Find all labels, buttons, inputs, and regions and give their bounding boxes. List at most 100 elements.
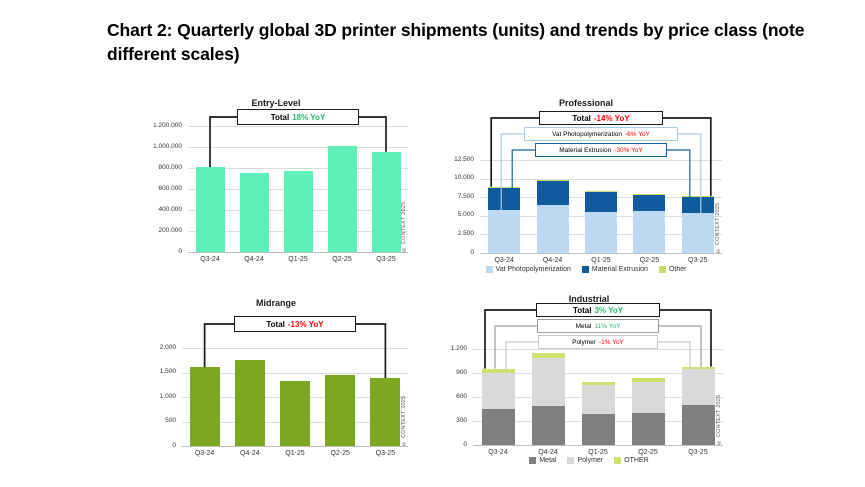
- bar-segment-polymer: [531, 357, 565, 406]
- bar-segment-polymer: [581, 385, 615, 414]
- x-tick-label: Q3-24: [200, 256, 220, 263]
- gridline: [188, 168, 408, 169]
- bar-segment-vat-photopolymerization: [536, 205, 569, 253]
- annotation-label: Metal: [575, 322, 592, 330]
- y-tick-label: 0: [178, 247, 182, 255]
- x-tick-label: Q1-25: [285, 450, 305, 457]
- chart-title-industrial: Industrial: [568, 294, 610, 304]
- copyright-note: © CONTEXT 2025: [715, 202, 721, 253]
- bar-segment-material-extrusion: [681, 197, 714, 213]
- bar-segment-other: [631, 378, 665, 382]
- x-tick-label: Q4-24: [244, 256, 264, 263]
- annotation-label: Total: [266, 319, 285, 329]
- chart-body-entry-level: 0 200.000 400.000 600.000 800.000 1.000.000 1.…: [130, 96, 422, 278]
- copyright-note: © CONTEXT 2025: [401, 395, 407, 446]
- gridline: [480, 253, 722, 254]
- bar-segment-other: [681, 366, 715, 369]
- bar-segment-metal: [681, 405, 715, 445]
- y-tick-label: 5.000: [457, 211, 474, 219]
- legend-label: Material Extrusion: [591, 266, 648, 273]
- y-tick-label: 2.500: [457, 229, 474, 237]
- gridline: [188, 252, 408, 253]
- annotation-delta: 18% YoY: [292, 112, 326, 122]
- chart-title-professional: Professional: [558, 98, 614, 108]
- annotation-total: Total 18% YoY: [237, 109, 359, 125]
- annotation-delta: -30% YoY: [614, 146, 643, 154]
- gridline: [188, 126, 408, 127]
- y-tick-label: 900: [456, 368, 467, 376]
- legend-label: Other: [668, 266, 687, 273]
- legend-item-other: Other: [658, 266, 687, 273]
- legend-item-polymer: Polymer: [567, 457, 603, 464]
- y-tick-label: 7.500: [457, 192, 474, 200]
- bar-segment-shipments: [370, 377, 401, 446]
- legend-swatch-icon: [614, 457, 622, 464]
- chart-title-midrange: Midrange: [255, 298, 296, 308]
- y-tick-label: 1.200.000: [153, 121, 182, 129]
- annotation-material-extrusion: Material Extrusion -30% YoY: [535, 143, 667, 157]
- x-tick-label: Q4-24: [240, 450, 260, 457]
- bar-segment-shipments: [239, 173, 269, 252]
- y-tick-label: 400.000: [158, 205, 183, 213]
- chart-body-professional: 0 2.500 5.000 7.500 10.000 12.500 Q3-24 Q4-24 Q1…: [440, 96, 732, 284]
- annotation-vat-photopolymerization: Vat Photopolymerization -6% YoY: [524, 127, 678, 141]
- x-tick-label: Q3-24: [488, 449, 508, 456]
- x-tick-label: Q3-25: [375, 450, 396, 457]
- x-tick-label: Q4-24: [542, 257, 563, 264]
- annotation-polymer: Polymer -1% YoY: [538, 335, 658, 349]
- annotation-label: Material Extrusion: [559, 146, 612, 154]
- bar-segment-vat-photopolymerization: [488, 210, 521, 253]
- annotation-delta: 11% YoY: [594, 322, 621, 330]
- legend-swatch-icon: [581, 266, 589, 273]
- annotation-label: Polymer: [572, 338, 596, 346]
- y-tick-label: 800.000: [158, 163, 183, 171]
- bar-segment-shipments: [280, 380, 310, 446]
- annotation-delta: -6% YoY: [625, 130, 650, 138]
- annotation-label: Vat Photopolymerization: [552, 130, 623, 138]
- bar-segment-material-extrusion: [633, 194, 666, 211]
- y-tick-label: 0: [463, 440, 467, 448]
- y-tick-label: 600: [456, 392, 467, 400]
- chart-industrial: Industrial 0 300 600 900 1.200 Q3-24 Q4-24 Q1-2…: [443, 292, 735, 487]
- bar-segment-vat-photopolymerization: [633, 210, 666, 253]
- annotation-delta: -14% YoY: [593, 113, 630, 123]
- gridline: [473, 445, 723, 446]
- legend-swatch-icon: [658, 266, 666, 273]
- x-tick-label: Q3-24: [194, 450, 215, 457]
- y-tick-label: 1.000.000: [153, 142, 182, 150]
- copyright-note: © CONTEXT 2025: [401, 201, 407, 252]
- x-tick-label: Q1-25: [588, 449, 608, 456]
- chart-body-industrial: 0 300 600 900 1.200 Q3-24 Q4-24 Q1-25 Q2-25 Q3-25…: [443, 292, 735, 487]
- gridline: [182, 372, 408, 374]
- annotation-total: Total -13% YoY: [234, 316, 356, 332]
- y-tick-label: 1.200: [450, 344, 467, 352]
- bar-segment-vat-photopolymerization: [681, 212, 714, 253]
- annotation-delta: -13% YoY: [287, 319, 324, 329]
- chart-title-entry-level: Entry-Level: [251, 98, 301, 108]
- gridline: [480, 160, 722, 161]
- gridline: [188, 147, 408, 148]
- annotation-label: Total: [270, 112, 290, 122]
- x-tick-label: Q4-24: [538, 449, 558, 456]
- bar-segment-material-extrusion: [488, 187, 521, 211]
- gridline: [480, 178, 722, 180]
- y-tick-label: 600.000: [158, 184, 183, 192]
- chart-entry-level: Entry-Level 0 200.000 400.000 600.000 800.00…: [130, 96, 422, 278]
- x-tick-label: Q2-25: [330, 450, 350, 457]
- bar-segment-other: [633, 193, 666, 195]
- bar-segment-other: [481, 368, 515, 373]
- legend: Vat Photopolymerization Material Extrusio…: [440, 266, 732, 273]
- x-tick-label: Q2-25: [638, 449, 658, 456]
- x-tick-label: Q3-25: [688, 257, 708, 264]
- annotation-total: Total -14% YoY: [539, 111, 663, 125]
- legend-swatch-icon: [567, 457, 575, 464]
- chart-body-midrange: 0 500 1.000 1.500 2.000 Q3-24 Q4-24 Q1-25 Q2-25 Q…: [130, 292, 422, 474]
- legend-label: OTHER: [624, 457, 649, 464]
- annotation-delta: 3% YoY: [594, 305, 624, 315]
- y-tick-label: 0: [470, 248, 474, 256]
- x-tick-label: Q1-25: [591, 257, 611, 264]
- y-tick-label: 200.000: [158, 226, 183, 234]
- bar-segment-shipments: [325, 374, 356, 446]
- bar-segment-shipments: [234, 360, 265, 446]
